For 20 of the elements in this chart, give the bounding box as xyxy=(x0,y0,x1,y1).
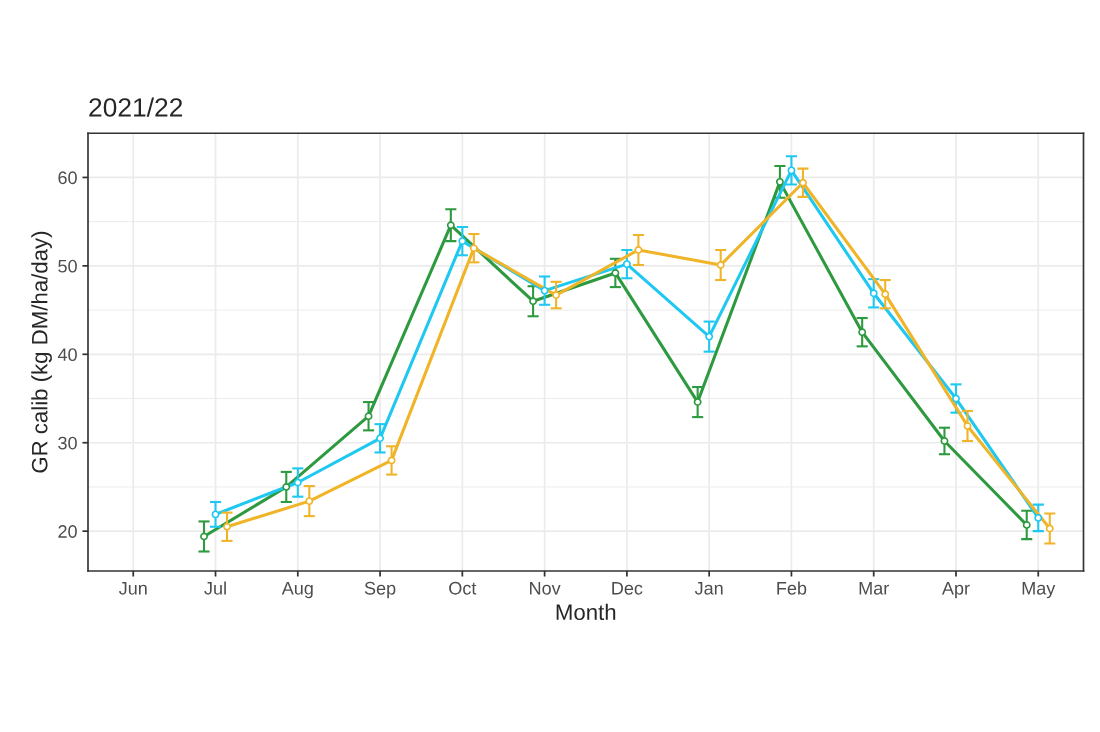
y-axis-title: GR calib (kg DM/ha/day) xyxy=(31,231,52,473)
x-tick-label: Apr xyxy=(941,582,970,599)
x-tick-label: Jan xyxy=(694,582,723,595)
y-tick-label: 60 xyxy=(58,171,77,185)
x-axis-title: Month xyxy=(556,603,616,621)
chart-title: 2021/22 xyxy=(89,97,183,117)
y-tick-label: 30 xyxy=(58,436,77,450)
x-tick-label: Jun xyxy=(118,582,147,595)
x-tick-label: Nov xyxy=(530,582,561,595)
x-tick-label: Oct xyxy=(449,581,477,595)
y-tick-label: 50 xyxy=(58,259,77,273)
x-tick-label: Feb xyxy=(777,581,807,595)
x-tick-label: Dec xyxy=(612,582,643,595)
x-tick-label: Mar xyxy=(859,582,889,595)
x-tick-label: Sep xyxy=(364,581,396,599)
y-tick-label: 20 xyxy=(58,525,77,538)
x-tick-label: May xyxy=(1022,582,1056,599)
x-tick-label: Aug xyxy=(281,582,313,599)
y-tick-label: 40 xyxy=(57,348,77,362)
x-tick-label: Jul xyxy=(204,581,226,595)
